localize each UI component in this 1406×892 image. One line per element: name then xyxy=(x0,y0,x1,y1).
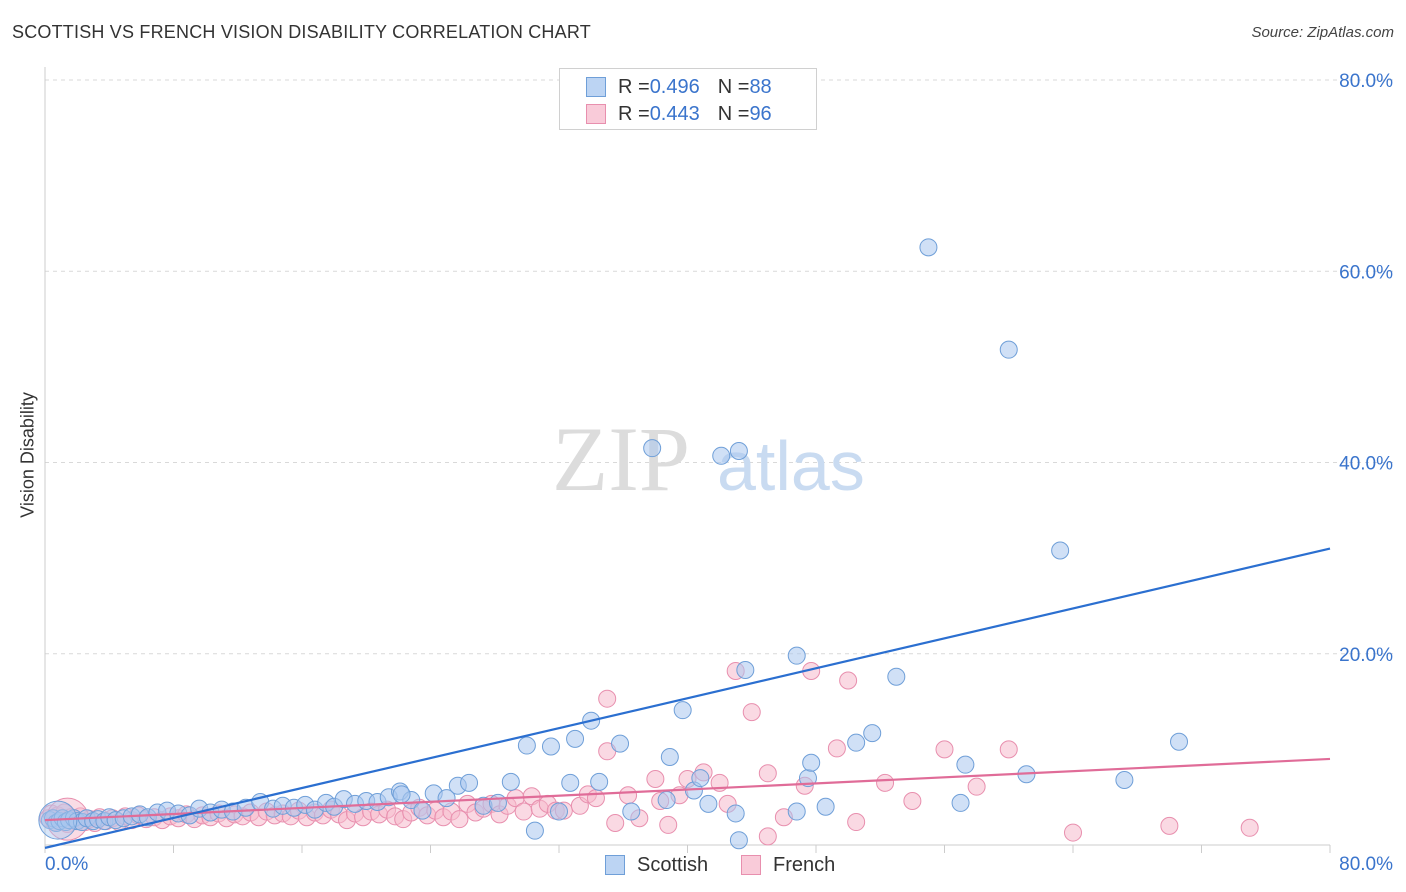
scottish-point xyxy=(413,801,432,820)
x-tick-label: 80.0% xyxy=(1339,854,1393,875)
legend-row-french: R = 0.443 N = 96 xyxy=(586,102,772,126)
y-tick-label: 80.0% xyxy=(1339,71,1393,92)
french-point xyxy=(1160,816,1179,835)
bottom-legend-scottish[interactable]: Scottish xyxy=(605,853,708,877)
scottish-point xyxy=(488,793,507,812)
scottish-point xyxy=(787,802,806,821)
scottish-point xyxy=(437,789,456,808)
scottish-point xyxy=(729,831,748,850)
x-tick-label: 0.0% xyxy=(45,854,88,875)
french-point xyxy=(450,810,469,829)
scottish-point xyxy=(691,769,710,788)
french-point xyxy=(758,764,777,783)
legend-row-scottish: R = 0.496 N = 88 xyxy=(586,75,772,99)
scottish-point xyxy=(657,791,676,810)
scottish-point xyxy=(887,667,906,686)
scottish-point xyxy=(525,821,544,840)
scottish-point xyxy=(712,446,731,465)
scottish-point xyxy=(1170,732,1189,751)
scottish-point xyxy=(1115,770,1134,789)
y-tick-label: 60.0% xyxy=(1339,262,1393,283)
french-point xyxy=(586,789,605,808)
scottish-point xyxy=(566,729,585,748)
french-trend-line xyxy=(44,757,1331,822)
scottish-point xyxy=(501,772,520,791)
legend-r-value-scottish: 0.496 xyxy=(649,75,700,98)
legend-n-label: N = xyxy=(717,75,750,98)
scottish-point xyxy=(561,773,580,792)
scottish-point xyxy=(660,748,679,767)
correlation-legend: R = 0.496 N = 88 R = 0.443 N = 96 xyxy=(559,68,817,130)
french-point xyxy=(876,773,895,792)
french-point xyxy=(903,792,922,811)
scottish-point xyxy=(863,724,882,743)
french-point xyxy=(606,814,625,833)
scottish-point xyxy=(673,701,692,720)
legend-n-value-scottish: 88 xyxy=(749,75,772,98)
y-tick-label: 20.0% xyxy=(1339,645,1393,666)
french-point xyxy=(646,770,665,789)
bottom-legend-label-french: French xyxy=(773,853,836,876)
scottish-point xyxy=(919,238,938,257)
watermark-zip: ZIP xyxy=(552,408,690,510)
french-point xyxy=(619,786,638,805)
grid-lines xyxy=(45,79,1395,655)
french-point xyxy=(847,813,866,832)
french-point xyxy=(598,689,617,708)
legend-swatch-scottish xyxy=(586,77,606,97)
french-point xyxy=(659,815,678,834)
bottom-legend-label-scottish: Scottish xyxy=(637,853,709,876)
scottish-point xyxy=(550,802,568,821)
legend-r-value-french: 0.443 xyxy=(649,102,700,125)
scottish-point xyxy=(729,442,748,461)
trend-lines xyxy=(44,547,1331,849)
y-tick-label: 40.0% xyxy=(1339,454,1393,475)
bottom-swatch-scottish xyxy=(605,855,625,875)
french-point xyxy=(1240,818,1259,837)
scottish-point xyxy=(611,734,630,753)
scottish-point xyxy=(726,804,745,823)
axes xyxy=(44,67,1331,853)
scottish-point xyxy=(517,736,536,755)
scottish-point xyxy=(951,793,970,812)
scottish-point xyxy=(736,661,755,680)
scottish-point xyxy=(802,753,821,772)
french-point xyxy=(999,740,1018,759)
scottish-point xyxy=(590,772,609,791)
french-point xyxy=(967,777,986,796)
watermark: ZIP atlas xyxy=(552,408,865,510)
watermark-atlas: atlas xyxy=(717,427,865,505)
legend-swatch-french xyxy=(586,104,606,124)
source-credit: Source: ZipAtlas.com xyxy=(1251,24,1394,41)
legend-r-label: R = xyxy=(618,102,650,125)
scottish-point xyxy=(541,737,560,756)
french-point xyxy=(758,827,777,846)
legend-n-value-french: 96 xyxy=(749,102,772,125)
french-point xyxy=(1064,823,1082,842)
french-point xyxy=(827,739,846,758)
french-point xyxy=(839,671,858,690)
french-point xyxy=(935,740,954,759)
legend-r-label: R = xyxy=(618,75,650,98)
scottish-point xyxy=(643,439,662,458)
scottish-point xyxy=(816,797,835,816)
scottish-point xyxy=(392,785,411,804)
legend-n-label: N = xyxy=(717,102,750,125)
bottom-swatch-french xyxy=(741,855,761,875)
scottish-point xyxy=(1051,541,1070,560)
bottom-legend-french[interactable]: French xyxy=(741,853,835,877)
scottish-point xyxy=(847,733,866,752)
french-point xyxy=(514,802,533,821)
scottish-point xyxy=(787,646,806,665)
chart-title: SCOTTISH VS FRENCH VISION DISABILITY COR… xyxy=(12,22,591,42)
scottish-point xyxy=(460,773,479,792)
french-point xyxy=(742,703,761,722)
scottish-point xyxy=(622,802,641,821)
scottish-point xyxy=(999,340,1018,359)
tick-labels: 20.0% 40.0% 60.0% 80.0% 0.0% 80.0% xyxy=(45,71,1393,875)
scottish-point xyxy=(699,794,718,813)
scottish-point xyxy=(956,755,975,774)
scottish-trend-line xyxy=(44,547,1331,849)
